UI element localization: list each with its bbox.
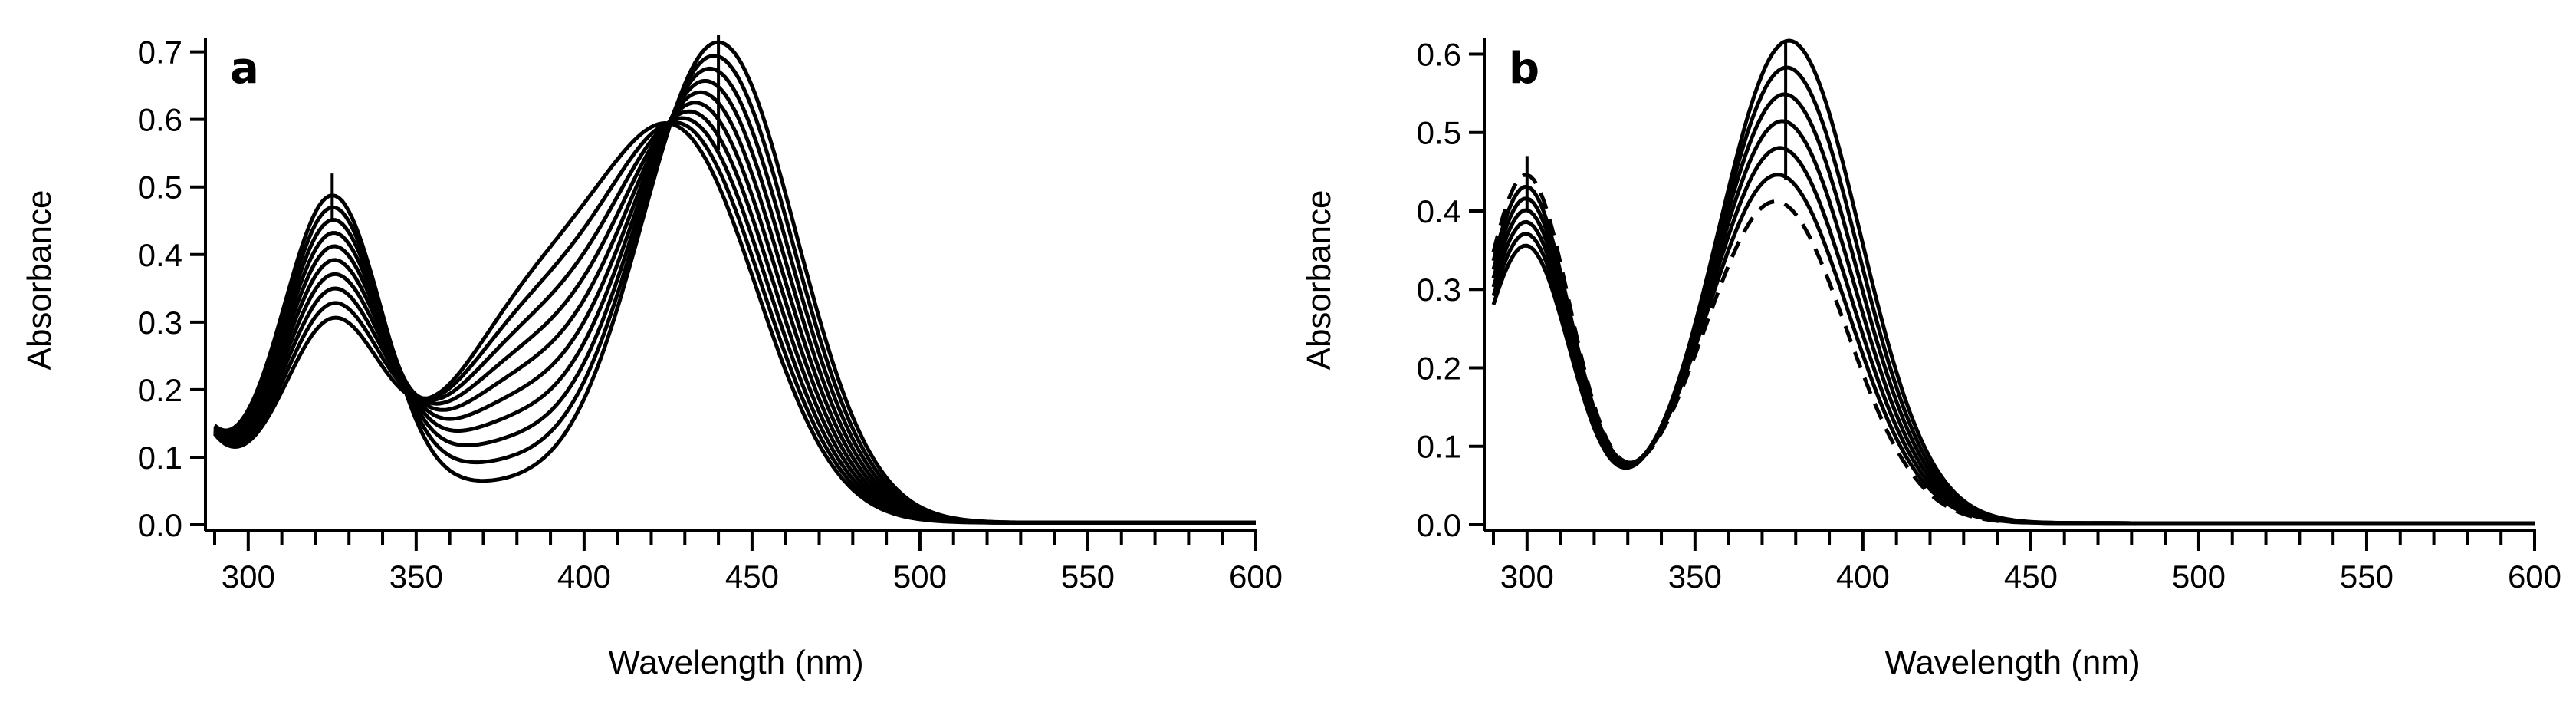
panel-b-spectrum-2 xyxy=(1491,65,2535,526)
panel-b-y-tick-label: 0.2 xyxy=(1417,350,1461,386)
panel-a-x-tick-label: 350 xyxy=(389,559,443,595)
panel-b-spectrum-5 xyxy=(1491,146,2535,526)
panel-b-chart: b Absorbance Wavelength (nm) 300 350 400 45… xyxy=(1300,36,2561,681)
panel-a-y-tick-label: 0.1 xyxy=(138,440,182,476)
panel-a-y-tick-label: 0.3 xyxy=(138,305,182,341)
panel-b-y-tick-label: 0.0 xyxy=(1417,507,1461,543)
panel-b-y-axis-label: Absorbance xyxy=(1300,190,1338,371)
panel-a-x-tick-label: 400 xyxy=(557,559,611,595)
panel-b-x-tick-label: 600 xyxy=(2508,559,2561,595)
panel-b-x-tick-label: 450 xyxy=(2004,559,2058,595)
panel-a-spectrum-9 xyxy=(213,120,1256,525)
panel-a-spectrum-10 xyxy=(213,121,1256,525)
panel-b-spectrum-6 xyxy=(1491,173,2535,526)
panel-b-x-tick-label: 550 xyxy=(2340,559,2394,595)
panel-a-y-tick-label: 0.2 xyxy=(138,372,182,408)
panel-a-y-axis-label: Absorbance xyxy=(21,190,58,371)
panel-a-chart: a Absorbance Wavelength (nm) 300 350 400 45… xyxy=(21,35,1283,681)
panel-b-x-tick-label: 350 xyxy=(1668,559,1722,595)
panel-b-y-tick-label: 0.5 xyxy=(1417,115,1461,151)
panel-a-x-tick-label: 500 xyxy=(893,559,947,595)
panel-a-x-axis-label: Wavelength (nm) xyxy=(608,644,863,681)
panel-a-letter: a xyxy=(230,44,259,94)
panel-b-x-tick-label: 500 xyxy=(2172,559,2226,595)
panel-a-x-tick-label: 300 xyxy=(222,559,275,595)
panel-b-x-tick-label: 300 xyxy=(1500,559,1554,595)
panel-b-letter: b xyxy=(1509,44,1539,94)
panel-b-y-tick-label: 0.6 xyxy=(1417,36,1461,72)
panel-a-y-tick-label: 0.7 xyxy=(138,35,182,71)
panel-a-x-tick-label: 550 xyxy=(1061,559,1115,595)
panel-b-spectrum-4 xyxy=(1491,119,2535,526)
panel-a-x-tick-label: 450 xyxy=(725,559,779,595)
panel-b-spectrum-3 xyxy=(1491,92,2535,526)
panel-a-x-tick-label: 600 xyxy=(1229,559,1283,595)
panel-a-y-tick-label: 0.5 xyxy=(138,170,182,206)
panel-b-y-tick-label: 0.3 xyxy=(1417,272,1461,308)
panel-b-y-tick-label: 0.1 xyxy=(1417,429,1461,465)
panel-a-spectrum-7 xyxy=(213,109,1256,525)
panel-a-y-tick-label: 0.0 xyxy=(138,507,182,543)
panel-a-y-tick-label: 0.6 xyxy=(138,102,182,138)
panel-a-spectrum-6 xyxy=(213,101,1256,525)
panel-b-y-tick-label: 0.4 xyxy=(1417,193,1461,229)
panel-b-spectrum-7 xyxy=(1491,173,2535,526)
panel-b-x-tick-label: 400 xyxy=(1836,559,1890,595)
panel-a-y-tick-label: 0.4 xyxy=(138,237,182,273)
panel-b-x-axis-label: Wavelength (nm) xyxy=(1884,644,2140,681)
